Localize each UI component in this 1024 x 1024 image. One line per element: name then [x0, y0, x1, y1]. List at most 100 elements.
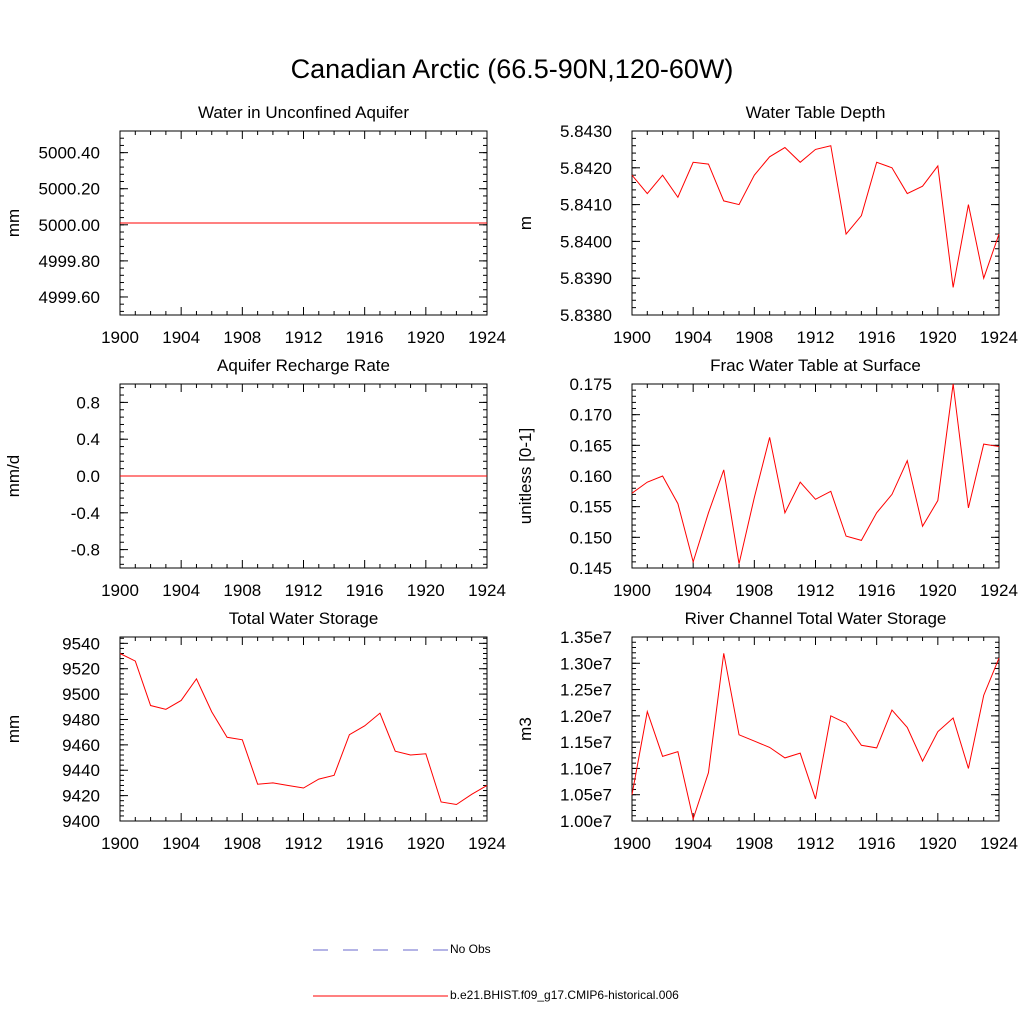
y-tick-label: 0.0 [76, 467, 100, 486]
series-line [631, 653, 1000, 821]
x-tick-label: 1924 [468, 834, 506, 853]
y-tick-label: 1.00e7 [560, 812, 612, 831]
figure-title: Canadian Arctic (66.5-90N,120-60W) [290, 54, 734, 84]
x-tick-label: 1904 [162, 328, 200, 347]
y-tick-label: 0.175 [569, 375, 612, 394]
y-tick-label: 5.8430 [560, 122, 612, 141]
x-tick-label: 1908 [223, 581, 261, 600]
y-axis-title: mm [4, 209, 23, 237]
y-tick-label: 9400 [62, 812, 100, 831]
y-tick-label: 0.4 [76, 430, 100, 449]
x-tick-label: 1924 [980, 834, 1018, 853]
x-tick-label: 1920 [919, 834, 957, 853]
y-axis-title: mm/d [4, 455, 23, 498]
y-tick-label: 0.170 [569, 406, 612, 425]
y-tick-label: -0.8 [71, 541, 100, 560]
series-line [119, 653, 488, 806]
y-tick-label: 5.8410 [560, 196, 612, 215]
y-tick-label: 0.8 [76, 393, 100, 412]
x-tick-label: 1920 [407, 581, 445, 600]
x-tick-label: 1920 [407, 328, 445, 347]
x-tick-label: 1920 [919, 581, 957, 600]
y-tick-label: 9520 [62, 660, 100, 679]
panel-title: Frac Water Table at Surface [710, 356, 921, 375]
x-tick-label: 1900 [101, 328, 139, 347]
y-tick-label: 9460 [62, 736, 100, 755]
y-tick-label: 5.8380 [560, 306, 612, 325]
panel-2: Water Table Depth m 1900 1904 1908 1912 1916 19… [516, 103, 1018, 347]
x-tick-label: 1912 [797, 328, 835, 347]
y-tick-label: 1.30e7 [560, 654, 612, 673]
x-tick-label: 1916 [858, 328, 896, 347]
x-tick-label: 1904 [162, 581, 200, 600]
y-tick-label: 1.35e7 [560, 628, 612, 647]
panel-1: Water in Unconfined Aquifer mm 1900 1904 190… [4, 103, 506, 347]
y-tick-label: 1.05e7 [560, 786, 612, 805]
y-tick-label: 9540 [62, 634, 100, 653]
x-tick-label: 1916 [858, 834, 896, 853]
y-tick-label: 0.155 [569, 498, 612, 517]
series-line [631, 383, 1000, 564]
x-tick-label: 1900 [101, 834, 139, 853]
y-tick-label: 4999.60 [39, 288, 100, 307]
x-tick-label: 1924 [468, 581, 506, 600]
y-tick-label: 9440 [62, 761, 100, 780]
x-tick-label: 1908 [735, 834, 773, 853]
x-tick-label: 1912 [797, 834, 835, 853]
x-tick-label: 1900 [613, 834, 651, 853]
x-tick-label: 1916 [346, 834, 384, 853]
y-axis-title: m [516, 216, 535, 230]
x-tick-label: 1924 [468, 328, 506, 347]
panel-title: Water Table Depth [746, 103, 886, 122]
x-tick-label: 1904 [674, 834, 712, 853]
x-tick-label: 1900 [613, 328, 651, 347]
x-tick-label: 1912 [285, 581, 323, 600]
x-tick-label: 1920 [919, 328, 957, 347]
y-tick-label: 5000.00 [39, 216, 100, 235]
panel-title: River Channel Total Water Storage [685, 609, 947, 628]
x-tick-label: 1908 [223, 834, 261, 853]
x-tick-label: 1904 [162, 834, 200, 853]
y-tick-label: -0.4 [71, 504, 100, 523]
y-tick-label: 4999.80 [39, 252, 100, 271]
y-tick-label: 1.20e7 [560, 707, 612, 726]
x-tick-label: 1924 [980, 581, 1018, 600]
x-tick-label: 1908 [223, 328, 261, 347]
x-tick-label: 1904 [674, 581, 712, 600]
x-tick-label: 1916 [346, 581, 384, 600]
y-tick-label: 5.8400 [560, 232, 612, 251]
plot-frame [119, 636, 488, 822]
panel-title: Water in Unconfined Aquifer [198, 103, 409, 122]
y-tick-label: 9420 [62, 787, 100, 806]
x-tick-label: 1916 [858, 581, 896, 600]
y-tick-label: 0.145 [569, 559, 612, 578]
plot-frame [631, 130, 1000, 316]
y-tick-label: 0.165 [569, 436, 612, 455]
legend-model-label: b.e21.BHIST.f09_g17.CMIP6-historical.006 [450, 988, 679, 1002]
y-tick-label: 0.150 [569, 528, 612, 547]
x-tick-label: 1912 [285, 834, 323, 853]
y-tick-label: 5.8420 [560, 159, 612, 178]
panel-3: Aquifer Recharge Rate mm/d 1900 1904 1908 191… [4, 356, 506, 600]
x-tick-label: 1900 [613, 581, 651, 600]
x-tick-label: 1908 [735, 328, 773, 347]
legend-obs-label: No Obs [450, 942, 491, 956]
panel-title: Aquifer Recharge Rate [217, 356, 390, 375]
x-tick-label: 1924 [980, 328, 1018, 347]
panel-5: Total Water Storage mm 1900 1904 1908 1912 191… [4, 609, 506, 853]
y-tick-label: 9500 [62, 685, 100, 704]
y-tick-label: 5000.40 [39, 144, 100, 163]
y-axis-title: m3 [516, 717, 535, 741]
y-tick-label: 1.25e7 [560, 681, 612, 700]
x-tick-label: 1912 [285, 328, 323, 347]
x-tick-label: 1904 [674, 328, 712, 347]
y-tick-label: 5000.20 [39, 180, 100, 199]
panel-title: Total Water Storage [229, 609, 379, 628]
y-axis-title: unitless [0-1] [516, 428, 535, 524]
x-tick-label: 1916 [346, 328, 384, 347]
x-tick-label: 1900 [101, 581, 139, 600]
x-tick-label: 1920 [407, 834, 445, 853]
series-line [631, 145, 1000, 288]
y-axis-title: mm [4, 715, 23, 743]
